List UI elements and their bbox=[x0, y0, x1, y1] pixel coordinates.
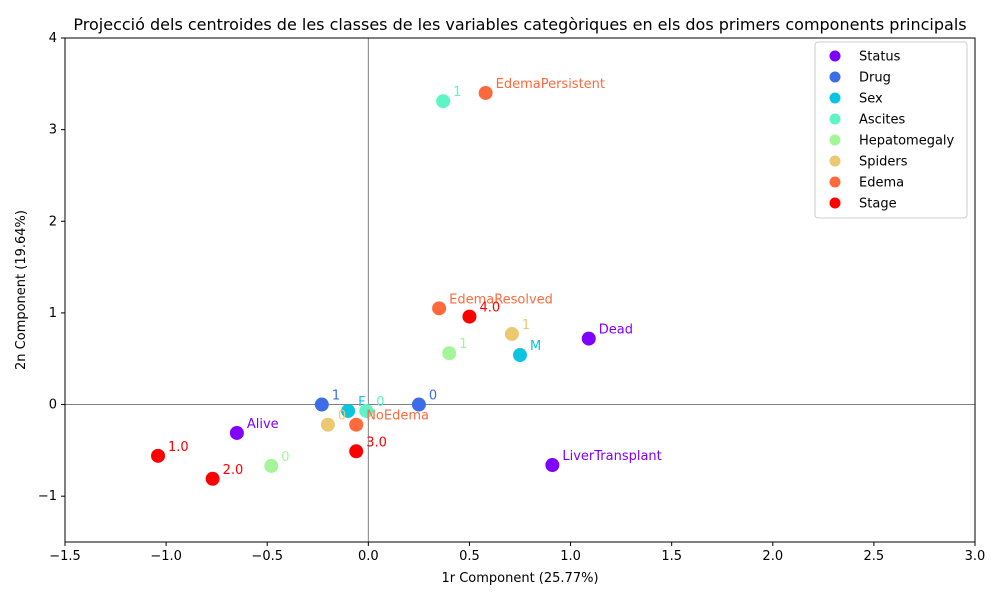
x-axis-label: 1r Component (25.77%) bbox=[441, 571, 598, 586]
y-axis-label: 2n Component (19.64%) bbox=[14, 210, 29, 370]
data-point-label: 0 bbox=[376, 395, 384, 410]
data-point bbox=[205, 471, 220, 486]
data-point-label: 0 bbox=[281, 450, 289, 465]
y-tick-label: 2 bbox=[49, 214, 57, 229]
legend-entry: Ascites bbox=[859, 113, 906, 128]
data-point bbox=[151, 448, 166, 463]
x-tick-label: 2.0 bbox=[762, 549, 783, 564]
y-tick-label: −1 bbox=[38, 489, 57, 504]
y-tick-label: 1 bbox=[49, 306, 57, 321]
x-tick-label: 2.5 bbox=[864, 549, 885, 564]
data-point-label: 1 bbox=[453, 85, 461, 100]
y-tick-label: 4 bbox=[49, 31, 57, 46]
data-point bbox=[462, 309, 477, 324]
series-sex: FM bbox=[341, 339, 541, 418]
data-point bbox=[341, 403, 356, 418]
data-point-label: F bbox=[358, 395, 365, 410]
data-point-label: 1 bbox=[332, 389, 340, 404]
data-point bbox=[349, 444, 364, 459]
data-point bbox=[436, 94, 451, 109]
x-tick-label: 3.0 bbox=[965, 549, 986, 564]
data-point bbox=[442, 346, 457, 361]
data-point bbox=[432, 301, 447, 316]
legend-entry: Status bbox=[859, 50, 901, 65]
data-point bbox=[349, 417, 364, 432]
legend-box bbox=[814, 41, 968, 219]
series-ascites: 01 bbox=[359, 85, 461, 418]
legend-marker bbox=[829, 176, 841, 188]
data-point-label: EdemaPersistent bbox=[496, 77, 605, 92]
legend: Status Drug Sex Ascites Hepatomegaly Spiders E… bbox=[814, 41, 968, 219]
series-edema: NoEdema EdemaResolved EdemaPersistent bbox=[349, 77, 605, 432]
data-point bbox=[359, 403, 374, 418]
x-tick-label: 1.5 bbox=[661, 549, 682, 564]
legend-entry: Drug bbox=[859, 71, 891, 86]
data-point-label: 4.0 bbox=[479, 301, 500, 316]
legend-marker bbox=[829, 134, 841, 146]
series-stage: 1.0 2.0 3.0 4.0 bbox=[151, 301, 500, 486]
y-tick-label: 0 bbox=[49, 398, 57, 413]
data-point bbox=[229, 425, 244, 440]
series-status: Alive Dead LiverTransplant bbox=[229, 323, 662, 473]
data-point bbox=[264, 458, 279, 473]
x-tick-label: 0.5 bbox=[459, 549, 480, 564]
plot-frame bbox=[64, 37, 976, 543]
data-point-label: 1 bbox=[522, 318, 530, 333]
legend-entry: Sex bbox=[859, 92, 883, 107]
legend-marker bbox=[829, 113, 841, 125]
x-tick-label: 1.0 bbox=[560, 549, 581, 564]
data-point bbox=[478, 85, 493, 100]
data-point-label: 1 bbox=[459, 337, 467, 352]
chart-title: Projecció dels centroides de les classes… bbox=[73, 15, 966, 34]
x-tick-label: −1.0 bbox=[150, 549, 182, 564]
data-point bbox=[504, 326, 519, 341]
legend-marker bbox=[829, 71, 841, 83]
data-point bbox=[411, 397, 426, 412]
data-point-label: Alive bbox=[247, 417, 279, 432]
data-point-label: NoEdema bbox=[366, 409, 429, 424]
x-tick-label: −0.5 bbox=[251, 549, 283, 564]
legend-entry: Edema bbox=[859, 176, 904, 191]
data-point-label: 3.0 bbox=[366, 435, 387, 450]
data-point bbox=[581, 331, 596, 346]
data-point-label: EdemaResolved bbox=[449, 292, 553, 307]
data-point bbox=[320, 417, 335, 432]
data-point-label: 1.0 bbox=[168, 440, 189, 455]
data-point bbox=[314, 397, 329, 412]
data-point-label: 0 bbox=[429, 389, 437, 404]
series-hepatomegaly: 01 bbox=[264, 337, 468, 473]
legend-marker bbox=[829, 197, 841, 209]
legend-marker bbox=[829, 155, 841, 167]
data-point bbox=[545, 458, 560, 473]
legend-entry: Hepatomegaly bbox=[859, 134, 955, 149]
data-point-label: Dead bbox=[599, 323, 633, 338]
x-tick-label: 0.0 bbox=[358, 549, 379, 564]
legend-marker bbox=[829, 92, 841, 104]
y-tick-label: 3 bbox=[49, 123, 57, 138]
data-point-label: 2.0 bbox=[223, 463, 244, 478]
data-point bbox=[513, 348, 527, 363]
data-point-label: LiverTransplant bbox=[562, 449, 661, 464]
x-tick-label: −1.5 bbox=[49, 549, 81, 564]
series-spiders: 01 bbox=[320, 318, 530, 432]
legend-entry: Stage bbox=[859, 197, 897, 212]
legend-marker bbox=[829, 50, 841, 62]
legend-entry: Spiders bbox=[859, 155, 908, 170]
data-point-label: M bbox=[530, 339, 541, 354]
data-point-label: 0 bbox=[338, 409, 346, 424]
